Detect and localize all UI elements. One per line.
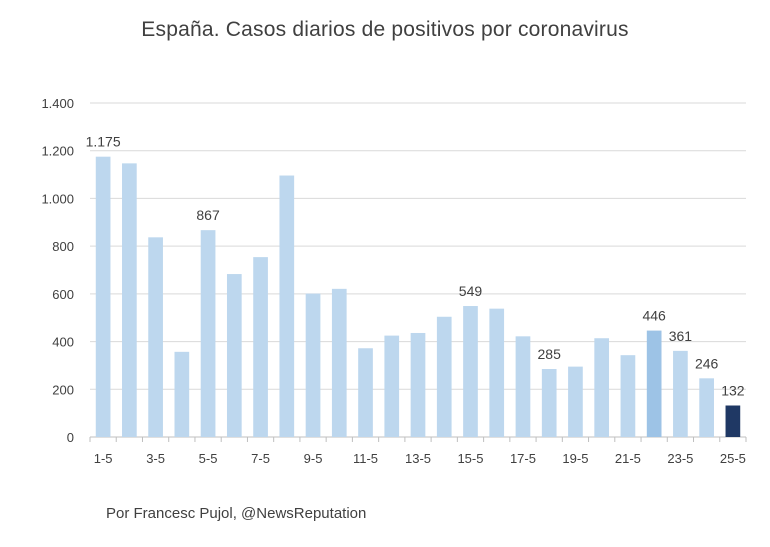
data-label: 246 (695, 355, 719, 371)
bar (95, 156, 111, 437)
bar (673, 350, 688, 437)
x-tick-label: 3-5 (146, 451, 165, 466)
data-label: 549 (459, 283, 483, 299)
x-tick-label: 13-5 (405, 451, 431, 466)
x-tick-label: 7-5 (251, 451, 270, 466)
y-tick-label: 1.400 (41, 96, 74, 111)
bar (122, 163, 137, 437)
bar (594, 338, 610, 437)
bar (226, 274, 242, 437)
data-label: 285 (538, 346, 562, 362)
x-tick-label: 15-5 (457, 451, 483, 466)
y-tick-label: 400 (52, 335, 74, 350)
x-tick-label: 5-5 (199, 451, 218, 466)
bar (331, 288, 347, 437)
bar (253, 257, 268, 437)
chart-credit: Por Francesc Pujol, @NewsReputation (106, 505, 367, 522)
bar (410, 332, 426, 437)
bar (384, 335, 400, 437)
x-tick-label: 23-5 (667, 451, 693, 466)
bar (148, 237, 163, 437)
labels-layer: 0 200 400 600 800 1.000 1.200 1.400 1.175 1-5 3-5 8… (41, 96, 745, 466)
x-tick-label: 17-5 (510, 451, 536, 466)
bar (305, 293, 321, 437)
data-label: 446 (642, 308, 666, 324)
bars-layer (95, 156, 741, 438)
bar (436, 316, 452, 437)
data-label: 867 (196, 207, 220, 223)
chart-title: España. Casos diarios de positivos por c… (141, 18, 629, 41)
bar (725, 405, 741, 437)
y-tick-label: 600 (52, 287, 74, 302)
y-tick-label: 1.200 (41, 144, 74, 159)
bar (541, 369, 557, 437)
x-tick-label: 25-5 (720, 451, 746, 466)
bar (463, 306, 478, 437)
bar (200, 230, 216, 437)
bar (568, 366, 583, 437)
bar (646, 330, 662, 437)
y-tick-label: 1.000 (41, 191, 74, 206)
data-label: 1.175 (86, 134, 121, 150)
x-tick-label: 19-5 (562, 451, 588, 466)
y-tick-label: 200 (52, 382, 74, 397)
x-tick-label: 11-5 (353, 451, 378, 466)
bar (620, 355, 636, 437)
bar (515, 336, 531, 437)
x-tick-label: 21-5 (615, 451, 641, 466)
data-label: 361 (669, 328, 693, 344)
data-label: 132 (721, 383, 745, 399)
bar (699, 378, 714, 437)
y-tick-label: 0 (67, 430, 74, 445)
bar (489, 308, 505, 437)
bar (279, 175, 295, 438)
x-tick-label: 1-5 (94, 451, 113, 466)
x-tick-label: 9-5 (304, 451, 323, 466)
y-tick-label: 800 (52, 239, 74, 254)
bar (358, 348, 373, 437)
bar (174, 351, 190, 437)
